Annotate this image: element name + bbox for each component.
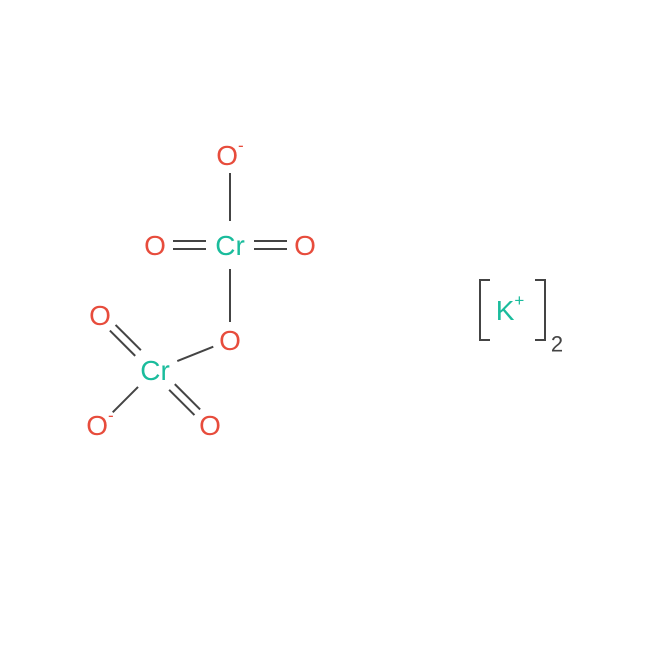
atom-o: O — [294, 230, 316, 261]
atom-o: O — [219, 325, 241, 356]
bracket-subscript: 2 — [551, 332, 563, 357]
chemical-structure-diagram: CrCrOO-OOOO-OK+2 — [0, 0, 650, 650]
atom-o: O — [144, 230, 166, 261]
atom-o: O — [89, 300, 111, 331]
atom-cr: Cr — [215, 230, 245, 261]
atom-o: O — [199, 410, 221, 441]
atom-cr: Cr — [140, 355, 170, 386]
